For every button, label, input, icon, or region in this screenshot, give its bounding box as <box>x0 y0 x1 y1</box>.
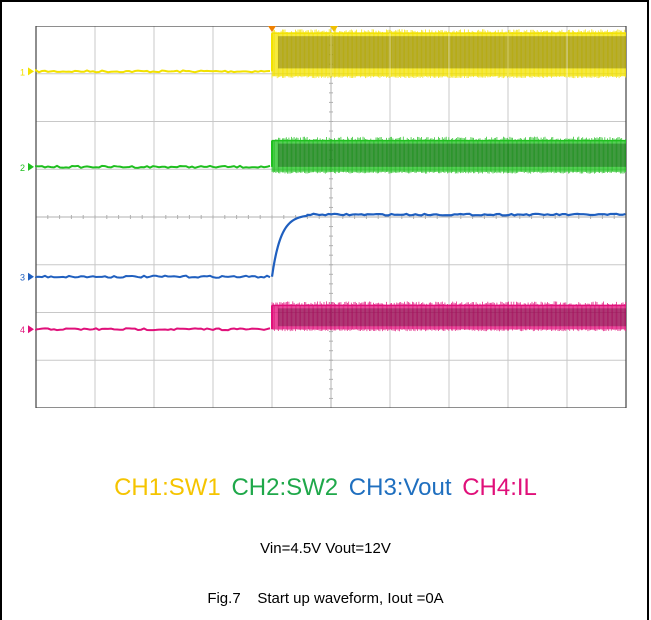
figure-caption: Fig.7 Start up waveform, Iout =0A <box>207 590 444 607</box>
vout-rise <box>270 212 626 277</box>
trace-baseline <box>35 164 271 169</box>
channel-markers: 1 2 3 4 <box>20 26 338 335</box>
oscilloscope-plot: 1 2 3 4 <box>20 26 627 408</box>
channel-ground-marker <box>28 67 34 76</box>
channel-ground-marker <box>28 325 34 334</box>
trace-ch3-vout <box>35 212 626 279</box>
trigger-position-marker <box>268 26 276 32</box>
traces <box>35 29 626 332</box>
channel-ground-marker <box>28 162 34 171</box>
trigger-level-marker <box>329 26 338 32</box>
trace-baseline <box>35 68 271 74</box>
trace-baseline <box>35 274 271 279</box>
legend-ch2: CH2:SW2 <box>231 474 339 501</box>
switching-core <box>278 308 626 327</box>
trace-ch4-il <box>35 301 626 332</box>
switching-core <box>278 143 626 167</box>
legend-ch3: CH3:Vout <box>348 474 452 501</box>
channel-marker-label: 2 <box>20 163 25 173</box>
trace-ch2-sw2 <box>35 136 626 174</box>
trace-ch1-sw1 <box>35 29 626 79</box>
channel-legend: CH1:SW1 CH2:SW2 CH3:Vout CH4:IL <box>0 474 651 502</box>
channel-marker-label: 3 <box>20 273 25 283</box>
legend-ch4: CH4:IL <box>462 474 537 501</box>
test-conditions: Vin=4.5V Vout=12V <box>260 540 391 557</box>
graticule <box>35 26 627 408</box>
switching-core <box>278 36 626 69</box>
trace-baseline <box>35 327 271 332</box>
channel-ground-marker <box>28 272 34 281</box>
plot-border <box>35 26 627 408</box>
channel-marker-label: 4 <box>20 325 25 335</box>
channel-marker-label: 1 <box>20 67 25 77</box>
legend-ch1: CH1:SW1 <box>114 474 221 501</box>
